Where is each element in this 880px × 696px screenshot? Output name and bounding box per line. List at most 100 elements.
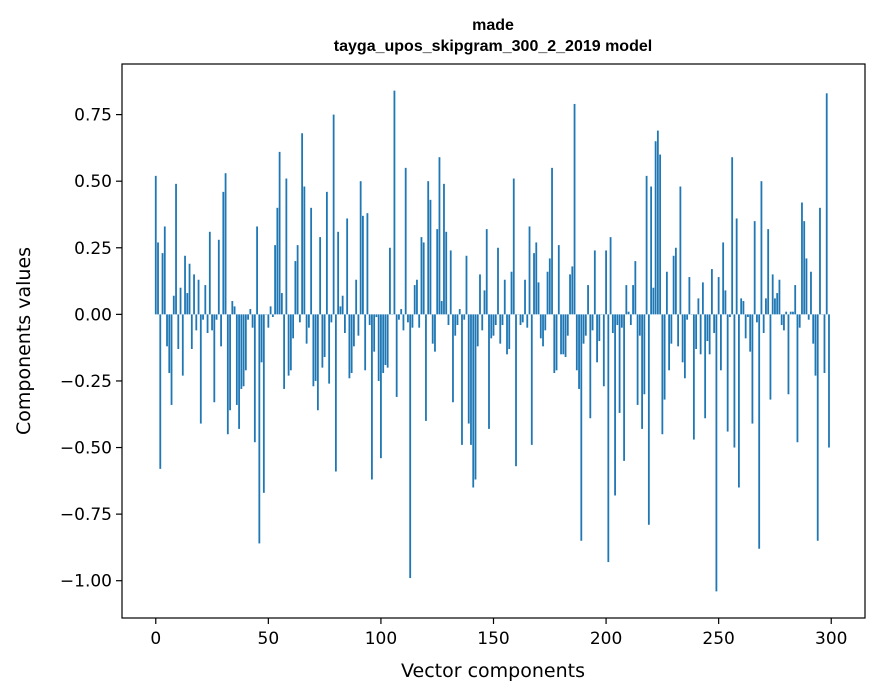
bar	[503, 279, 506, 315]
bar	[692, 314, 695, 440]
bar	[220, 314, 222, 347]
bar	[607, 314, 610, 563]
bar	[722, 242, 725, 315]
bar	[458, 309, 461, 315]
bar	[575, 314, 578, 371]
bar	[319, 237, 322, 315]
bar	[688, 277, 691, 315]
bar	[193, 274, 195, 315]
bar	[307, 314, 310, 328]
bar	[334, 314, 337, 472]
bar	[368, 314, 371, 326]
bar	[715, 314, 718, 592]
bar	[542, 314, 544, 347]
bar	[566, 314, 569, 336]
bar	[154, 175, 157, 315]
bar	[828, 314, 830, 448]
bar	[683, 314, 686, 379]
bar	[672, 255, 675, 315]
bar	[427, 181, 430, 315]
bar	[235, 314, 238, 405]
chart-title: made	[472, 17, 514, 34]
bar	[632, 285, 634, 315]
bar	[593, 250, 596, 315]
bar	[506, 314, 508, 355]
bar	[344, 314, 346, 334]
bar	[166, 314, 168, 347]
bar	[253, 314, 256, 443]
bar	[204, 285, 207, 315]
bar	[499, 314, 502, 344]
bar	[305, 314, 308, 344]
bar	[407, 314, 409, 323]
x-tick-label: 150	[477, 629, 509, 649]
bar	[474, 314, 477, 480]
bar	[395, 314, 398, 397]
bar	[229, 314, 231, 411]
y-tick-label: −0.25	[60, 372, 112, 392]
bar	[269, 306, 272, 315]
bar	[706, 314, 709, 341]
bar	[247, 314, 249, 320]
plot-frame	[121, 63, 866, 619]
bar	[382, 314, 385, 373]
bar	[620, 314, 623, 328]
bar	[490, 314, 493, 339]
bar	[310, 207, 313, 315]
bar	[449, 250, 452, 315]
bar	[179, 287, 182, 315]
bar	[157, 242, 159, 315]
bar	[163, 226, 166, 315]
bar	[533, 253, 535, 315]
bar	[289, 314, 292, 371]
y-tick-label: 0.25	[74, 239, 112, 259]
x-tick-label: 250	[702, 629, 734, 649]
bar	[436, 229, 439, 315]
bar	[202, 314, 204, 320]
bar	[456, 314, 459, 326]
x-axis: 0 50 100 150 200 250 300	[150, 618, 847, 649]
x-tick-label: 200	[590, 629, 622, 649]
bar	[213, 314, 216, 403]
bar	[501, 314, 504, 326]
bar	[249, 309, 252, 315]
bar	[731, 157, 734, 315]
bar	[584, 314, 587, 336]
bar	[271, 314, 274, 318]
bar	[357, 314, 360, 336]
bar	[776, 293, 779, 315]
bar	[524, 279, 526, 315]
bar	[578, 314, 580, 389]
bar	[564, 314, 567, 357]
bar	[724, 290, 727, 315]
bar	[476, 314, 479, 347]
bar	[238, 314, 240, 429]
bar	[787, 314, 790, 395]
bar	[814, 314, 817, 376]
bar	[280, 293, 283, 315]
bar	[206, 314, 209, 334]
bar	[670, 314, 673, 344]
bar	[425, 314, 427, 421]
bar	[380, 314, 382, 459]
bar	[589, 314, 592, 419]
bar	[355, 279, 358, 315]
bar	[591, 314, 594, 331]
bar	[609, 237, 612, 315]
bar	[440, 301, 443, 315]
bar	[184, 255, 186, 315]
bar	[636, 314, 639, 405]
bar	[643, 314, 646, 395]
bar	[330, 314, 333, 323]
bar	[796, 314, 799, 443]
bar	[483, 290, 486, 315]
bar	[812, 314, 815, 344]
bar	[181, 314, 184, 376]
bar	[262, 314, 265, 493]
bar	[283, 314, 286, 389]
bar	[411, 314, 414, 328]
bar	[760, 181, 763, 315]
bar	[256, 226, 258, 315]
bars-group	[154, 90, 830, 592]
bar	[661, 314, 664, 435]
